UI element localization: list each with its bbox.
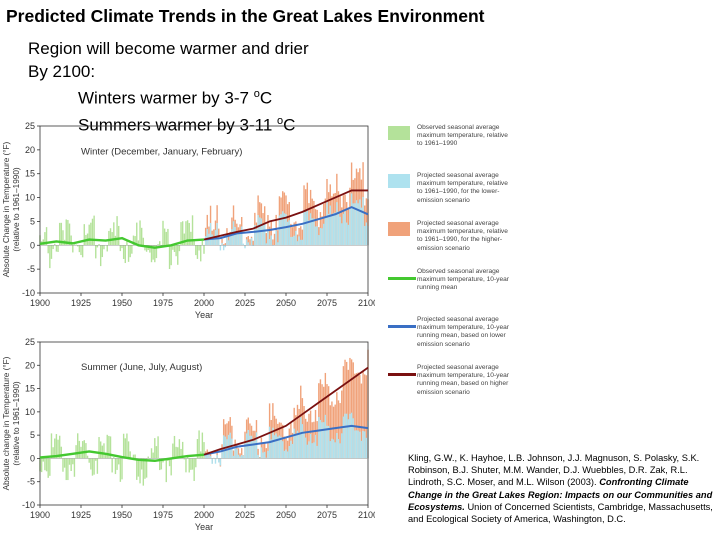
legend-line	[388, 277, 416, 280]
summary-winter: Winters warmer by 3-7 oC	[78, 88, 273, 108]
summary-line-1: Region will become warmer and drier	[28, 39, 309, 58]
x-tick-label: 2100	[358, 510, 375, 520]
x-tick-label: 1950	[112, 298, 132, 308]
legend-item: Observed seasonal average maximum temper…	[384, 124, 508, 172]
legend-label: Projected seasonal average maximum tempe…	[417, 172, 508, 204]
summer-chart: 190019251950197520002025205020752100-10-…	[2, 337, 375, 532]
y-tick-label: -5	[27, 477, 35, 487]
x-tick-label: 1925	[71, 510, 91, 520]
y-axis-subtitle: (relative to 1961–1990)	[12, 381, 21, 465]
y-axis-subtitle: (relative to 1961–1990)	[12, 167, 21, 251]
x-tick-label: 1975	[153, 298, 173, 308]
x-axis-title: Year	[195, 310, 213, 320]
legend-item: Projected seasonal average maximum tempe…	[384, 172, 508, 220]
summary-text: Region will become warmer and drier By 2…	[28, 38, 309, 137]
y-tick-label: 25	[25, 337, 35, 347]
y-tick-label: 5	[30, 216, 35, 226]
x-tick-label: 2000	[194, 510, 214, 520]
y-tick-label: 10	[25, 193, 35, 203]
legend-label: Projected seasonal average maximum tempe…	[417, 316, 509, 348]
season-label: Winter (December, January, February)	[81, 147, 242, 158]
summary-line-2: By 2100:	[28, 61, 96, 81]
x-tick-label: 2025	[235, 298, 255, 308]
degree-mark: o	[253, 88, 260, 100]
y-tick-label: -5	[27, 264, 35, 274]
y-tick-label: 15	[25, 384, 35, 394]
x-axis-title: Year	[195, 522, 213, 532]
x-tick-label: 2075	[317, 510, 337, 520]
degree-mark: o	[277, 115, 284, 128]
x-tick-label: 2000	[194, 298, 214, 308]
slide-title: Predicted Climate Trends in the Great La…	[6, 6, 485, 26]
lower-emission-mean-line	[203, 206, 369, 241]
legend-item: Projected seasonal average maximum tempe…	[384, 220, 508, 268]
legend-item: Observed seasonal average maximum temper…	[384, 268, 509, 316]
x-tick-label: 2100	[358, 298, 375, 308]
legend-label: Projected seasonal average maximum tempe…	[417, 364, 509, 396]
citation-authors: Kling, G.W., K. Hayhoe, L.B. Johnson, J.…	[408, 453, 700, 488]
y-tick-label: 10	[25, 407, 35, 417]
y-tick-label: -10	[22, 288, 35, 298]
x-tick-label: 1975	[153, 510, 173, 520]
legend-line	[388, 373, 416, 376]
summary-summer: Summers warmer by 3-11 oC	[78, 115, 296, 135]
citation-title: Confronting Climate Change in the Great …	[408, 477, 713, 512]
chart-legend: Observed seasonal average maximum temper…	[384, 124, 509, 412]
winter-chart: 190019251950197520002025205020752100-10-…	[2, 121, 375, 320]
legend-label: Observed seasonal average maximum temper…	[417, 268, 509, 292]
higher-emission-mean-line	[203, 366, 369, 456]
legend-label: Projected seasonal average maximum tempe…	[417, 220, 508, 252]
legend-line	[388, 325, 416, 328]
y-axis-title: Absolute change in Temperature (°F)	[2, 356, 11, 490]
legend-item: Projected seasonal average maximum tempe…	[384, 316, 509, 364]
x-tick-label: 2075	[317, 298, 337, 308]
observed-mean-line	[39, 236, 205, 249]
y-tick-label: 25	[25, 121, 35, 131]
legend-swatch	[388, 126, 410, 140]
x-tick-label: 1950	[112, 510, 132, 520]
lower-emission-mean-line	[203, 424, 369, 456]
observed-mean-line	[39, 450, 205, 462]
y-tick-label: 20	[25, 360, 35, 370]
x-tick-label: 2050	[276, 510, 296, 520]
x-tick-label: 1900	[30, 298, 50, 308]
y-tick-label: 15	[25, 169, 35, 179]
legend-swatch	[388, 222, 410, 236]
higher-emission-mean-line	[203, 189, 368, 241]
citation: Kling, G.W., K. Hayhoe, L.B. Johnson, J.…	[408, 452, 716, 525]
x-tick-label: 1925	[71, 298, 91, 308]
y-axis-title: Absolute Change in Temperature (°F)	[2, 141, 11, 277]
y-tick-label: 20	[25, 145, 35, 155]
legend-swatch	[388, 174, 410, 188]
legend-item: Projected seasonal average maximum tempe…	[384, 364, 509, 412]
season-label: Summer (June, July, August)	[81, 362, 202, 373]
x-tick-label: 1900	[30, 510, 50, 520]
y-tick-label: 0	[30, 453, 35, 463]
citation-publisher: Union of Concerned Scientists, Cambridge…	[408, 501, 713, 525]
y-tick-label: -10	[22, 500, 35, 510]
x-tick-label: 2050	[276, 298, 296, 308]
legend-label: Observed seasonal average maximum temper…	[417, 124, 508, 148]
y-tick-label: 0	[30, 240, 35, 250]
x-tick-label: 2025	[235, 510, 255, 520]
y-tick-label: 5	[30, 430, 35, 440]
